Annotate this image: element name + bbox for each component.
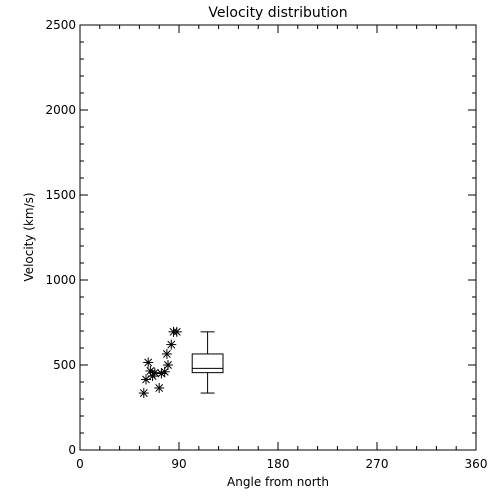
x-tick-label: 0 xyxy=(76,457,84,471)
x-tick-label: 360 xyxy=(465,457,488,471)
plot-frame xyxy=(79,24,477,451)
data-point xyxy=(166,339,177,350)
y-tick-label: 2500 xyxy=(45,18,76,32)
x-tick-label: 180 xyxy=(267,457,290,471)
scatter-points xyxy=(138,326,182,399)
data-point xyxy=(171,326,182,337)
x-tick-label: 270 xyxy=(366,457,389,471)
x-axis: 0 90 180 270 360 xyxy=(76,25,487,471)
data-point xyxy=(143,357,154,368)
data-point xyxy=(163,360,173,370)
x-tick-label: 90 xyxy=(171,457,186,471)
data-point xyxy=(159,366,170,377)
y-tick-label: 500 xyxy=(53,358,76,372)
y-axis-label: Velocity (km/s) xyxy=(22,192,36,281)
data-point xyxy=(161,348,172,359)
y-axis: 0 500 1000 1500 2000 2500 xyxy=(45,18,476,457)
y-tick-label: 2000 xyxy=(45,103,76,117)
box-iqr xyxy=(191,353,224,374)
y-tick-label: 0 xyxy=(68,443,76,457)
data-point xyxy=(138,388,149,399)
box-plot xyxy=(191,331,224,394)
y-tick-label: 1500 xyxy=(45,188,76,202)
data-point xyxy=(149,367,160,378)
x-axis-label: Angle from north xyxy=(227,475,329,489)
data-point xyxy=(154,382,165,393)
chart-title: Velocity distribution xyxy=(208,5,347,21)
y-tick-label: 1000 xyxy=(45,273,76,287)
